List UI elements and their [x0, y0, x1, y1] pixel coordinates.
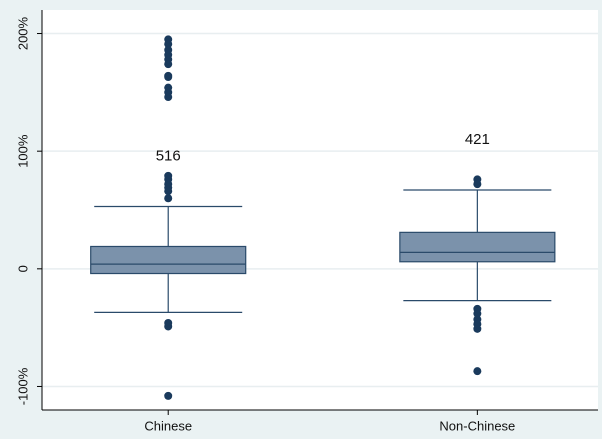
outlier [164, 194, 173, 203]
outlier [164, 391, 173, 400]
outlier [164, 40, 173, 49]
outlier [164, 322, 173, 331]
outlier [164, 60, 173, 69]
x-tick-label: Chinese [144, 418, 192, 433]
box [399, 231, 556, 263]
y-tick-label: -100% [15, 367, 30, 405]
plot-area [42, 10, 598, 410]
count-label: 516 [156, 147, 181, 164]
x-tick-label: Non-Chinese [439, 418, 515, 433]
y-tick-label: 100% [15, 134, 30, 168]
y-tick-label: 0 [15, 265, 30, 272]
outlier [164, 73, 173, 82]
y-tick-label: 200% [15, 16, 30, 50]
box [90, 245, 247, 275]
outlier [164, 187, 173, 196]
count-label: 421 [465, 131, 490, 148]
outlier [473, 324, 482, 333]
outlier [164, 93, 173, 102]
outlier [473, 180, 482, 189]
outlier [473, 367, 482, 376]
outlier [473, 309, 482, 318]
